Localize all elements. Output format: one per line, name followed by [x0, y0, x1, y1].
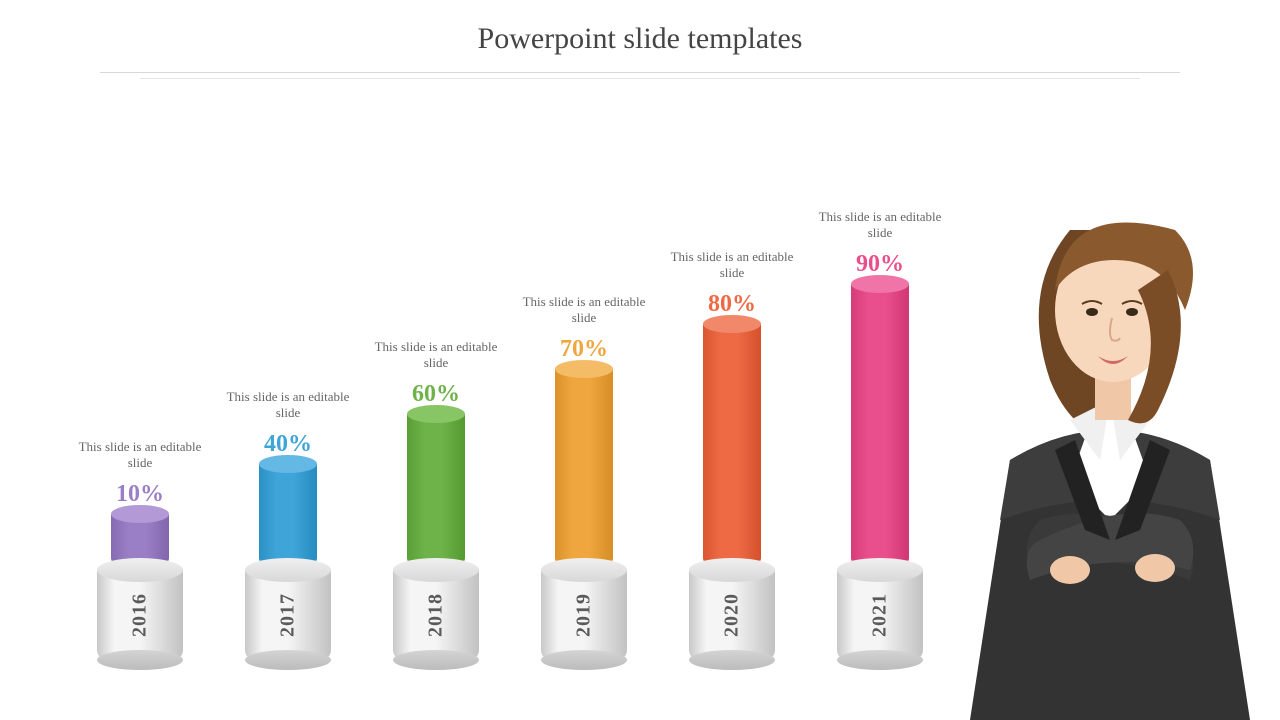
- cylinder-bar: [703, 324, 761, 564]
- bar-caption: This slide is an editable slide: [70, 439, 210, 473]
- cylinder-bar: [851, 284, 909, 564]
- bar-column-2019: This slide is an editable slide 70% 2019: [514, 294, 654, 660]
- bar-percent-label: 40%: [218, 431, 358, 458]
- bar-caption: This slide is an editable slide: [514, 294, 654, 328]
- bar-base: 2016: [97, 570, 183, 660]
- bar-percent-label: 10%: [70, 481, 210, 508]
- bar-base: 2020: [689, 570, 775, 660]
- bar-year-label: 2016: [129, 593, 152, 637]
- bar-caption: This slide is an editable slide: [218, 389, 358, 423]
- bar-column-2018: This slide is an editable slide 60% 2018: [366, 339, 506, 660]
- bar-percent-label: 80%: [662, 291, 802, 318]
- cylinder-bar-chart: This slide is an editable slide10%2016Th…: [60, 120, 960, 680]
- bar-year-label: 2019: [573, 593, 596, 637]
- bar-column-2017: This slide is an editable slide 40% 2017: [218, 389, 358, 660]
- bar-percent-label: 70%: [514, 336, 654, 363]
- cylinder-bar: [259, 464, 317, 564]
- businesswoman-illustration: [920, 160, 1280, 720]
- bar-base: 2018: [393, 570, 479, 660]
- bar-year-label: 2017: [277, 593, 300, 637]
- bar-base: 2017: [245, 570, 331, 660]
- bar-year-label: 2021: [869, 593, 892, 637]
- bar-percent-label: 60%: [366, 381, 506, 408]
- bar-caption: This slide is an editable slide: [366, 339, 506, 373]
- bar-base: 2019: [541, 570, 627, 660]
- cylinder-bar: [555, 369, 613, 564]
- bar-base: 2021: [837, 570, 923, 660]
- slide-title: Powerpoint slide templates: [0, 22, 1280, 56]
- cylinder-bar: [407, 414, 465, 564]
- bar-year-label: 2020: [721, 593, 744, 637]
- bar-column-2016: This slide is an editable slide 10% 2016: [70, 439, 210, 660]
- cylinder-bar: [111, 514, 169, 564]
- bar-year-label: 2018: [425, 593, 448, 637]
- bar-caption: This slide is an editable slide: [662, 249, 802, 283]
- title-rule-2: [140, 78, 1140, 79]
- slide: Powerpoint slide templates This slide is…: [0, 0, 1280, 720]
- title-rule: [100, 72, 1180, 73]
- bar-column-2020: This slide is an editable slide 80% 2020: [662, 249, 802, 660]
